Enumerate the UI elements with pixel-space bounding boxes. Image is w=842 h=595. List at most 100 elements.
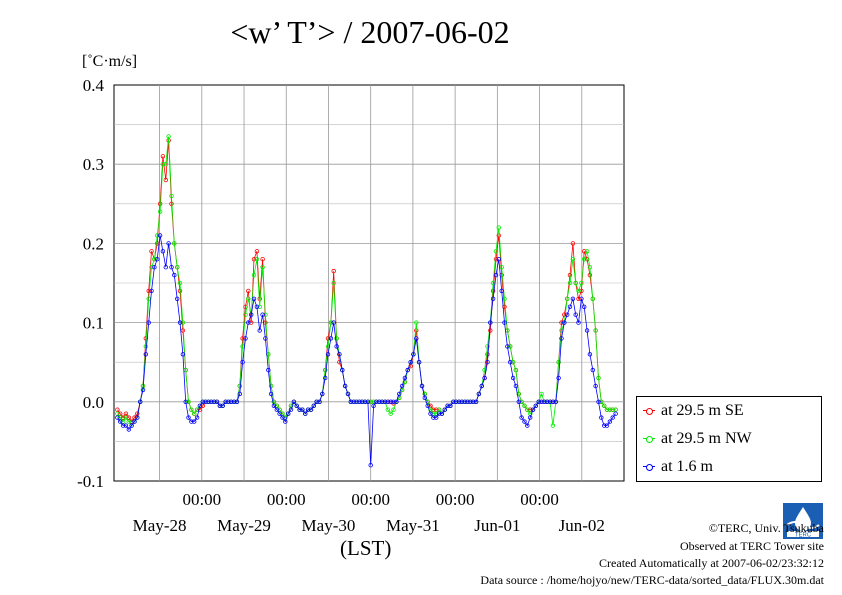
data-point bbox=[599, 415, 604, 420]
data-point bbox=[419, 383, 425, 389]
data-point bbox=[240, 336, 245, 341]
y-tick-label: -0.1 bbox=[77, 472, 104, 491]
data-point bbox=[129, 423, 134, 428]
data-point bbox=[602, 423, 607, 428]
data-point bbox=[160, 161, 166, 167]
legend-marker-nw bbox=[643, 434, 655, 444]
data-point bbox=[399, 383, 405, 389]
data-point bbox=[604, 423, 610, 428]
data-point bbox=[604, 407, 610, 412]
data-point bbox=[405, 367, 410, 373]
data-point bbox=[459, 399, 464, 404]
data-point bbox=[177, 280, 183, 286]
y-axis-unit: [˚C·m/s] bbox=[82, 53, 138, 70]
data-point bbox=[536, 399, 541, 404]
x-date-tick-label: May-30 bbox=[302, 516, 356, 535]
data-point bbox=[579, 296, 584, 301]
data-point bbox=[565, 312, 570, 317]
x-date-tick-label: Jun-01 bbox=[474, 516, 520, 535]
data-point bbox=[539, 399, 544, 404]
data-point bbox=[254, 304, 260, 309]
data-point bbox=[337, 352, 342, 357]
data-point bbox=[274, 407, 279, 412]
data-point bbox=[428, 411, 433, 416]
data-point bbox=[189, 407, 194, 412]
legend-marker-se bbox=[643, 406, 655, 416]
data-point bbox=[277, 411, 282, 416]
data-point bbox=[137, 399, 143, 404]
data-point bbox=[246, 296, 251, 301]
data-point bbox=[260, 257, 265, 262]
footer-observed: Observed at TERC Tower site bbox=[679, 539, 824, 553]
data-point bbox=[334, 344, 339, 349]
data-point bbox=[567, 304, 573, 309]
x-axis-label: (LST) bbox=[340, 536, 392, 560]
data-point bbox=[485, 344, 490, 349]
data-point bbox=[573, 280, 578, 286]
data-point bbox=[513, 367, 519, 373]
data-point bbox=[246, 288, 251, 294]
data-point bbox=[172, 272, 177, 278]
legend-label-nw: at 29.5 m NW bbox=[661, 430, 752, 447]
data-point bbox=[476, 391, 482, 397]
data-point bbox=[593, 328, 598, 333]
data-point bbox=[209, 399, 214, 404]
data-point bbox=[206, 399, 211, 404]
x-date-tick-label: May-31 bbox=[386, 516, 440, 535]
data-point bbox=[348, 399, 353, 404]
data-point bbox=[388, 399, 393, 404]
data-point bbox=[482, 375, 487, 381]
data-point bbox=[516, 399, 521, 404]
data-point bbox=[488, 328, 493, 333]
data-point bbox=[414, 336, 419, 341]
data-point bbox=[157, 233, 163, 238]
data-point bbox=[590, 367, 595, 373]
data-point bbox=[311, 403, 316, 408]
data-point bbox=[377, 399, 382, 404]
data-point bbox=[260, 312, 265, 317]
data-point bbox=[305, 407, 311, 412]
data-point bbox=[323, 367, 328, 373]
data-point bbox=[351, 399, 356, 404]
data-point bbox=[203, 399, 208, 404]
data-point bbox=[226, 399, 231, 404]
data-point bbox=[163, 161, 168, 167]
data-point bbox=[456, 399, 462, 404]
data-point bbox=[411, 352, 416, 357]
data-point bbox=[220, 403, 225, 408]
data-point bbox=[263, 312, 268, 317]
data-point bbox=[183, 399, 188, 404]
data-point bbox=[160, 249, 166, 254]
legend-label-1-6m: at 1.6 m bbox=[661, 458, 713, 475]
data-point bbox=[462, 399, 467, 404]
data-point bbox=[180, 352, 186, 357]
data-point bbox=[570, 241, 576, 246]
data-point bbox=[385, 399, 390, 404]
data-point bbox=[553, 399, 558, 404]
data-point bbox=[357, 399, 362, 404]
data-point bbox=[587, 265, 593, 270]
data-point bbox=[146, 288, 151, 294]
data-point bbox=[448, 403, 453, 408]
data-point bbox=[291, 399, 297, 404]
data-point bbox=[584, 328, 590, 333]
data-point bbox=[510, 360, 516, 365]
data-point bbox=[283, 419, 288, 424]
data-point bbox=[314, 399, 319, 404]
data-point bbox=[294, 403, 299, 408]
data-point bbox=[214, 399, 220, 404]
data-point bbox=[576, 296, 581, 301]
legend-marker-1-6m bbox=[643, 462, 655, 472]
data-point bbox=[582, 257, 587, 262]
y-tick-label: 0.3 bbox=[83, 155, 104, 174]
data-point bbox=[123, 415, 129, 420]
data-point bbox=[414, 320, 419, 325]
data-point bbox=[556, 375, 561, 381]
data-point bbox=[169, 265, 174, 270]
data-point bbox=[519, 415, 524, 420]
x-time-tick-label: 00:00 bbox=[436, 490, 475, 509]
data-point bbox=[496, 225, 501, 230]
data-point bbox=[251, 272, 257, 278]
x-date-tick-label: May-29 bbox=[217, 516, 271, 535]
data-point bbox=[596, 375, 601, 381]
